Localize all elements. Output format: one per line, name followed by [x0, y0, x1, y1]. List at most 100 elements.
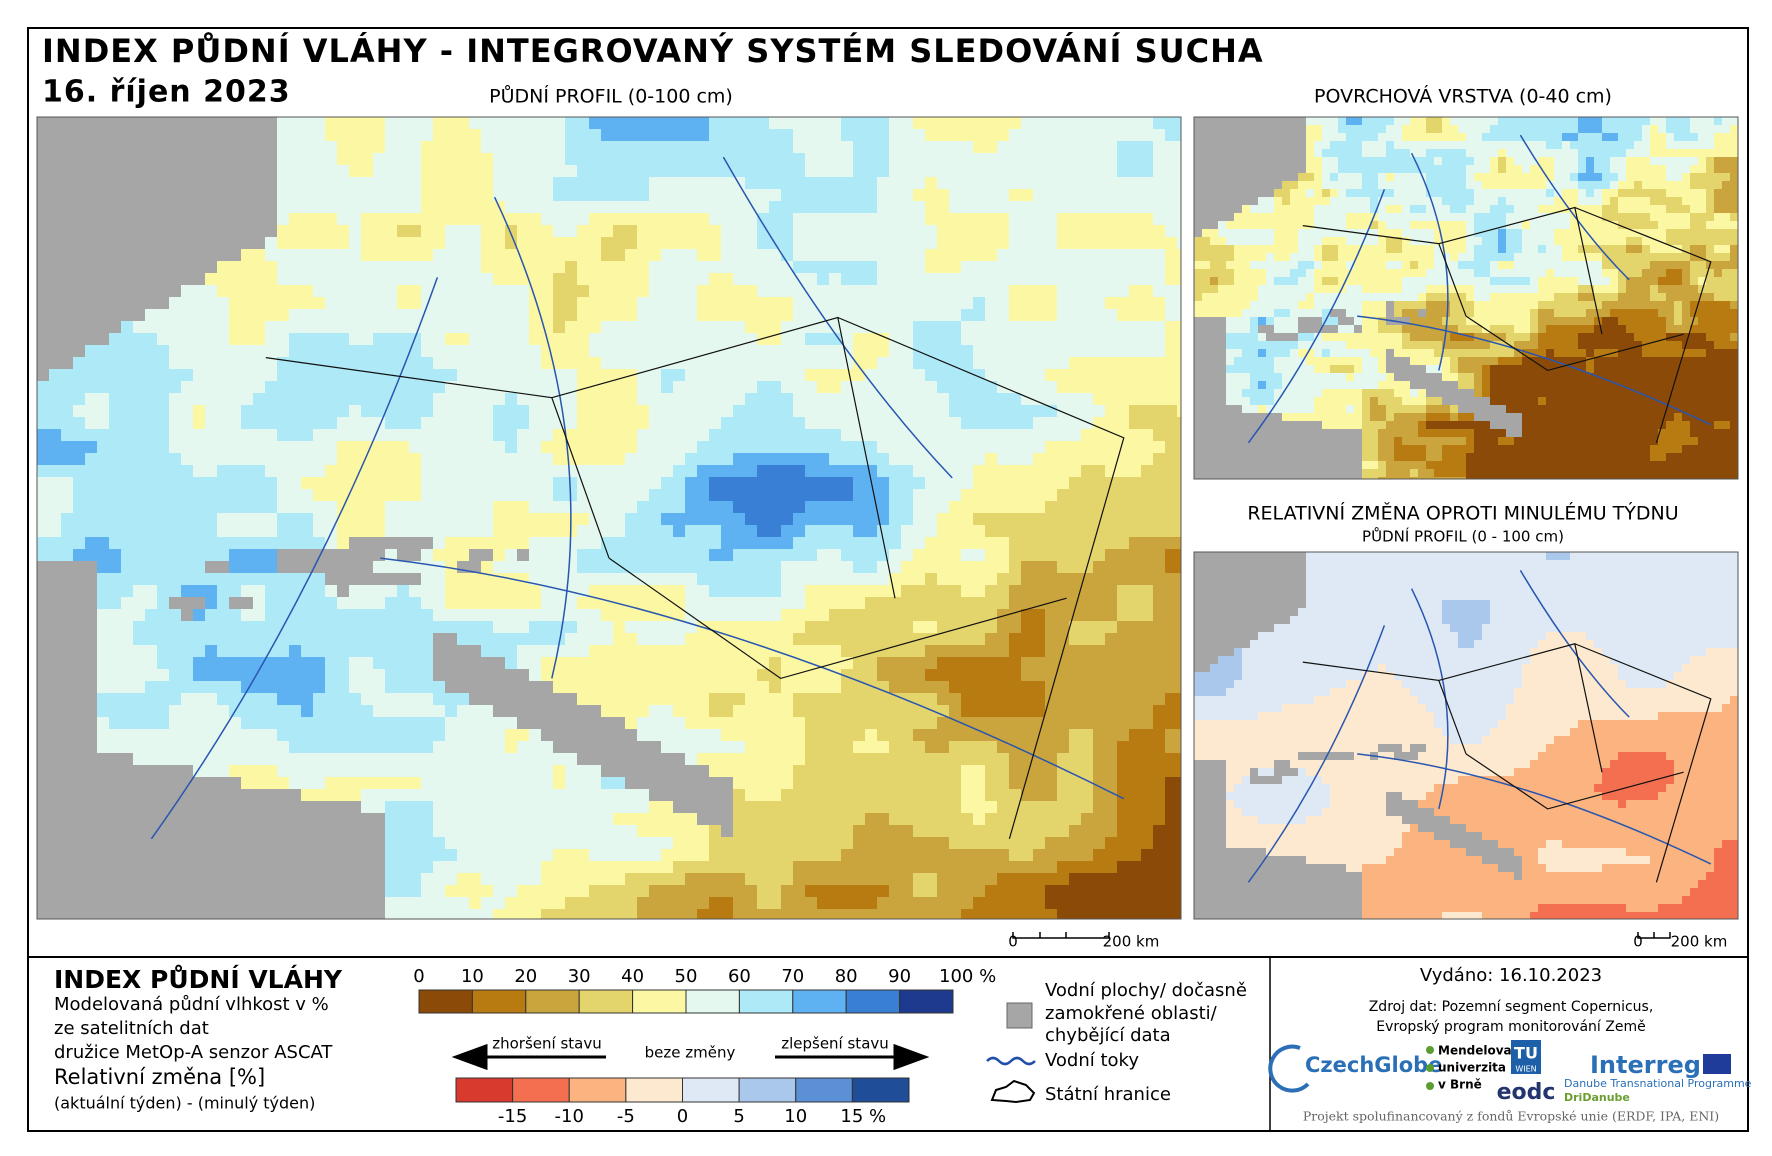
map-cell — [505, 249, 517, 261]
map-cell — [709, 273, 721, 285]
map-cell — [841, 717, 853, 729]
map-cell — [433, 549, 445, 561]
map-cell — [493, 441, 505, 453]
map-cell — [613, 153, 625, 165]
map-cell — [697, 249, 709, 261]
map-cell — [217, 429, 229, 441]
map-cell — [793, 621, 805, 633]
map-cell — [385, 417, 397, 429]
map-cell — [889, 513, 901, 525]
map-cell — [781, 633, 793, 645]
map-cell — [625, 621, 637, 633]
map-cell — [253, 645, 265, 657]
map-cell — [769, 189, 781, 201]
map-cell — [301, 513, 313, 525]
map-cell — [337, 585, 349, 597]
map-cell — [937, 369, 949, 381]
map-cell — [901, 765, 913, 777]
map-cell — [1153, 321, 1165, 333]
map-cell — [205, 501, 217, 513]
map-cell — [289, 741, 301, 753]
map-cell — [733, 681, 745, 693]
map-cell — [949, 645, 961, 657]
map-cell — [577, 333, 589, 345]
map-cell — [889, 549, 901, 561]
map-cell — [673, 273, 685, 285]
map-cell — [1129, 417, 1141, 429]
map-cell — [841, 621, 853, 633]
map-cell — [781, 189, 793, 201]
map-cell — [505, 321, 517, 333]
map-cell — [121, 345, 133, 357]
map-cell — [661, 321, 673, 333]
map-cell — [1105, 693, 1117, 705]
map-cell — [277, 729, 289, 741]
map-cell — [961, 645, 973, 657]
map-cell — [1141, 525, 1153, 537]
map-cell — [385, 741, 397, 753]
map-cell — [97, 597, 109, 609]
map-cell — [157, 465, 169, 477]
map-cell — [1105, 369, 1117, 381]
map-cell — [745, 441, 757, 453]
map-cell — [769, 429, 781, 441]
map-cell — [229, 561, 241, 573]
map-cell — [193, 477, 205, 489]
map-cell — [841, 309, 853, 321]
map-cell — [949, 309, 961, 321]
map-cell — [601, 261, 613, 273]
map-cell — [757, 273, 769, 285]
map-cell — [769, 213, 781, 225]
map-cell — [901, 561, 913, 573]
map-cell — [265, 669, 277, 681]
map-cell — [349, 177, 361, 189]
map-cell — [397, 705, 409, 717]
map-cell — [145, 609, 157, 621]
map-cell — [361, 201, 373, 213]
map-cell — [229, 621, 241, 633]
map-cell — [841, 213, 853, 225]
map-cell — [325, 597, 337, 609]
map-cell — [577, 681, 589, 693]
map-cell — [985, 381, 997, 393]
map-cell — [337, 765, 349, 777]
map-cell — [253, 333, 265, 345]
map-cell — [817, 693, 829, 705]
map-cell — [133, 573, 145, 585]
map-cell — [733, 453, 745, 465]
map-cell — [1165, 729, 1177, 741]
map-cell — [433, 585, 445, 597]
map-cell — [325, 405, 337, 417]
map-cell — [133, 489, 145, 501]
map-cell — [625, 489, 637, 501]
map-cell — [205, 429, 217, 441]
map-cell — [445, 213, 457, 225]
map-cell — [733, 705, 745, 717]
map-cell — [1153, 201, 1165, 213]
map-cell — [1105, 525, 1117, 537]
map-cell — [145, 333, 157, 345]
map-cell — [421, 693, 433, 705]
map-cell — [1105, 309, 1117, 321]
map-cell — [241, 633, 253, 645]
map-cell — [745, 453, 757, 465]
map-cell — [781, 321, 793, 333]
map-cell — [541, 261, 553, 273]
map-cell — [685, 345, 697, 357]
map-cell — [961, 609, 973, 621]
map-cell — [1105, 345, 1117, 357]
map-cell — [193, 573, 205, 585]
map-cell — [97, 573, 109, 585]
map-cell — [1069, 213, 1081, 225]
map-cell — [937, 237, 949, 249]
map-cell — [1045, 177, 1057, 189]
map-cell — [109, 657, 121, 669]
map-cell — [805, 513, 817, 525]
map-cell — [709, 669, 721, 681]
map-cell — [277, 465, 289, 477]
map-cell — [133, 453, 145, 465]
map-cell — [313, 393, 325, 405]
map-cell — [937, 165, 949, 177]
map-cell — [1081, 201, 1093, 213]
map-cell — [1165, 681, 1177, 693]
